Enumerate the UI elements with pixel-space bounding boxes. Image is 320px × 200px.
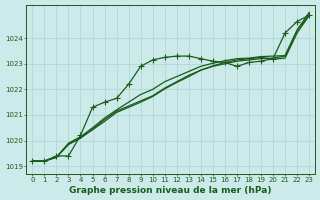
X-axis label: Graphe pression niveau de la mer (hPa): Graphe pression niveau de la mer (hPa) bbox=[69, 186, 272, 195]
